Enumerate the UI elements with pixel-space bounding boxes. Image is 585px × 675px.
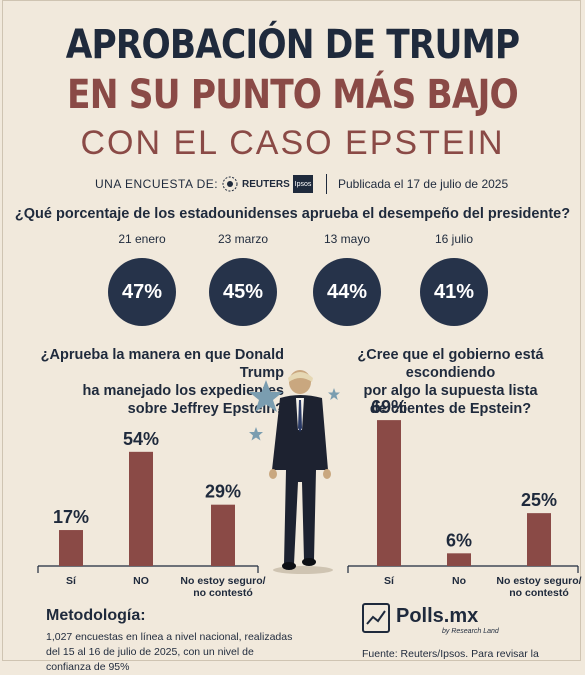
trump-figure: [269, 370, 333, 574]
polls-brand: Polls.mx by Research Land: [362, 603, 582, 639]
methodology-text: 1,027 encuestas en línea a nivel naciona…: [46, 631, 293, 673]
methodology-title: Metodología:: [46, 607, 146, 624]
approval-item: 23 marzo 45%: [198, 232, 288, 326]
question-epstein-list: ¿Cree que el gobierno está escondiendo p…: [357, 347, 544, 417]
title-line-3: CON EL CASO EPSTEIN: [80, 124, 505, 162]
title-line-1: APROBACIÓN DE TRUMP: [65, 22, 520, 68]
bar-value-label: 54%: [123, 429, 159, 449]
polls-name: Polls.mx: [396, 605, 479, 627]
approval-date: 21 enero: [118, 232, 166, 246]
question-approval: ¿Qué porcentaje de los estadounidenses a…: [14, 206, 571, 222]
approval-item: 21 enero 47%: [97, 232, 187, 326]
question-epstein-handling: ¿Aprueba la manera en que Donald Trump h…: [40, 347, 284, 417]
bar-value-label: 17%: [53, 507, 89, 527]
approval-date: 16 julio: [434, 232, 474, 246]
approval-date: 13 mayo: [323, 232, 371, 246]
polls-logo-icon: [362, 603, 390, 633]
bar-category-label: Sí: [66, 575, 77, 587]
bar: [527, 513, 551, 566]
approval-bubble: 41%: [420, 258, 488, 326]
bar-category-label: No estoy seguro/no contestó: [496, 575, 581, 599]
bar: [129, 451, 153, 566]
star-icon: [328, 388, 340, 400]
approval-bubble: 45%: [209, 258, 277, 326]
byline: UNA ENCUESTA DE: REUTERS Ipsos Publicada…: [0, 174, 585, 196]
byline-divider: [326, 174, 327, 194]
decorative-stars: [249, 380, 340, 441]
bar-value-label: 25%: [521, 490, 557, 510]
title-line-2: EN SU PUNTO MÁS BAJO: [67, 72, 519, 118]
bar-category-label: Sí: [384, 575, 395, 587]
approval-item: 13 mayo 44%: [302, 232, 392, 326]
bar-category-label: No: [452, 575, 466, 587]
published-date: Publicada el 17 de julio de 2025: [338, 177, 509, 191]
polls-subtitle: by Research Land: [442, 628, 499, 635]
bar: [59, 530, 83, 566]
star-icon: [249, 380, 283, 412]
chart-left: [37, 565, 259, 573]
source-text: Fuente: Reuters/Ipsos. Para revisar la: [362, 648, 539, 660]
bar-category-label: NO: [133, 575, 149, 587]
reuters-icon: [222, 176, 238, 192]
approval-bubble: 47%: [108, 258, 176, 326]
reuters-logo: REUTERS: [222, 174, 290, 194]
approval-bubble: 44%: [313, 258, 381, 326]
star-icon: [249, 427, 263, 441]
bar: [211, 504, 235, 566]
approval-item: 16 julio 41%: [409, 232, 499, 326]
bar-value-label: 6%: [446, 530, 472, 550]
bar-value-label: 69%: [371, 397, 407, 417]
bar: [377, 420, 401, 566]
bar-category-label: No estoy seguro/no contestó: [180, 575, 265, 599]
bar-value-label: 29%: [205, 482, 241, 502]
byline-label: UNA ENCUESTA DE:: [95, 177, 219, 191]
epstein-bar-charts: 17% Sí 54% NO 29% No estoy seguro/no contestó…: [37, 380, 582, 599]
reuters-label: REUTERS: [242, 178, 290, 190]
ipsos-logo: Ipsos: [293, 175, 313, 193]
approval-date: 23 marzo: [217, 232, 269, 246]
chart-right: [347, 565, 579, 573]
bar: [447, 553, 471, 566]
